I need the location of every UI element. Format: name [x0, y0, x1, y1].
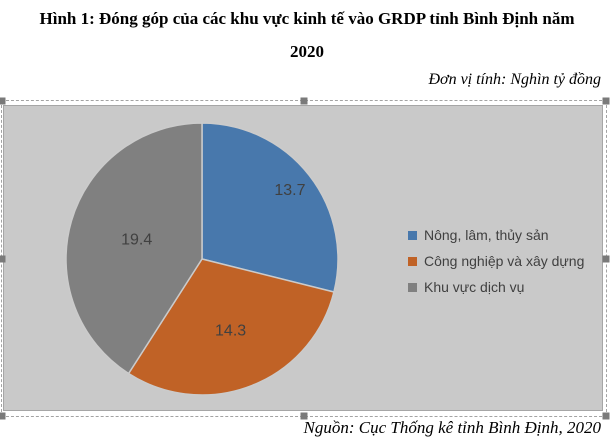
unit-note: Đơn vị tính: Nghìn tỷ đồng [428, 71, 601, 88]
pie-slice[interactable] [201, 122, 339, 293]
pie-slice[interactable] [127, 258, 335, 396]
chart-legend: Nông, lâm, thủy sản Công nghiệp và xây d… [408, 222, 584, 300]
legend-label: Công nghiệp và xây dựng [424, 253, 585, 269]
data-label: 14.3 [215, 323, 246, 340]
selection-handle-bottom-middle[interactable] [300, 412, 308, 420]
legend-item: Khu vực dịch vụ [408, 274, 584, 300]
selection-handle-middle-left[interactable] [0, 255, 6, 262]
pie-slice[interactable] [65, 122, 203, 375]
data-label: 13.7 [274, 182, 305, 199]
selection-handle-top-middle[interactable] [300, 97, 308, 105]
chart-object[interactable]: 13.7 14.3 19.4 Nông, lâm, thủy sản Công ng… [0, 97, 610, 420]
selection-handle-top-right[interactable] [602, 97, 610, 105]
legend-item: Công nghiệp và xây dựng [408, 248, 584, 274]
selection-handle-bottom-right[interactable] [602, 412, 610, 420]
figure-title-line2: 2020 [290, 42, 324, 61]
legend-swatch-icon [408, 230, 417, 240]
figure-title: Hình 1: Đóng góp của các khu vực kinh tế… [0, 2, 614, 68]
selection-handle-bottom-left[interactable] [0, 412, 6, 420]
legend-swatch-icon [408, 256, 417, 266]
selection-handle-middle-right[interactable] [602, 255, 610, 262]
source-note: Nguồn: Cục Thống kê tỉnh Bình Định, 2020 [303, 418, 601, 437]
chart-area: 13.7 14.3 19.4 Nông, lâm, thủy sản Công ng… [3, 105, 603, 411]
selection-handle-top-left[interactable] [0, 97, 6, 105]
legend-item: Nông, lâm, thủy sản [408, 222, 584, 248]
data-label: 19.4 [121, 231, 152, 248]
legend-label: Nông, lâm, thủy sản [424, 227, 549, 243]
pie-chart[interactable]: 13.7 14.3 19.4 [4, 106, 602, 410]
legend-swatch-icon [408, 282, 417, 292]
figure-title-line1: Hình 1: Đóng góp của các khu vực kinh tế… [39, 9, 575, 28]
legend-label: Khu vực dịch vụ [424, 279, 525, 295]
